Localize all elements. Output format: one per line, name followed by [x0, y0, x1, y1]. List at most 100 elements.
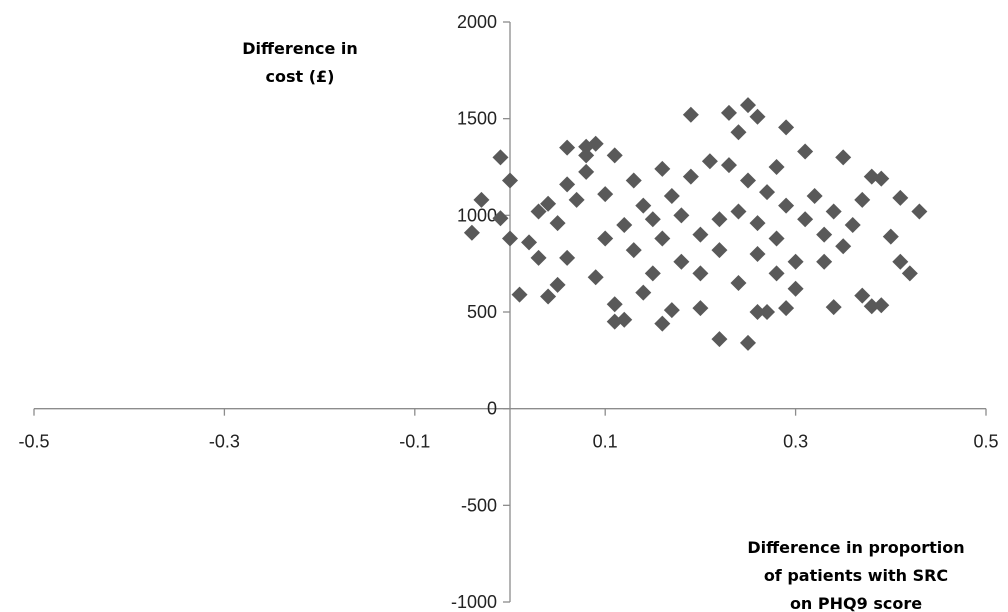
data-point: [559, 176, 576, 193]
data-point: [740, 97, 756, 114]
data-point: [816, 226, 833, 243]
data-point: [892, 189, 909, 206]
data-point: [587, 135, 604, 152]
data-point: [778, 119, 795, 136]
data-point: [511, 286, 528, 303]
data-point: [711, 242, 728, 259]
data-point: [521, 234, 538, 251]
data-point: [797, 143, 814, 160]
data-point: [749, 215, 766, 232]
data-point: [673, 253, 690, 270]
data-point: [625, 242, 642, 259]
data-point: [720, 157, 737, 174]
data-point: [559, 139, 576, 156]
data-point: [873, 297, 890, 314]
data-points: [463, 97, 928, 351]
x-tick-label: -0.1: [399, 432, 430, 452]
data-point: [711, 331, 728, 348]
x-axis-title-line: of patients with SRC: [764, 566, 948, 585]
data-point: [825, 299, 842, 316]
data-point: [778, 300, 795, 317]
data-point: [654, 160, 671, 177]
data-point: [654, 315, 671, 332]
data-point: [540, 288, 557, 305]
data-point: [701, 153, 718, 170]
y-tick-label: 500: [467, 302, 497, 322]
y-tick-label: -500: [461, 495, 497, 515]
data-point: [787, 253, 804, 270]
data-point: [797, 211, 814, 228]
data-point: [502, 230, 518, 247]
data-point: [625, 172, 642, 189]
data-point: [549, 276, 566, 293]
data-point: [778, 197, 795, 214]
y-tick-label: -1000: [451, 592, 497, 612]
data-point: [882, 228, 899, 245]
data-point: [644, 265, 661, 282]
data-point: [740, 172, 756, 189]
data-point: [530, 249, 547, 266]
data-point: [768, 230, 785, 247]
x-tick-label: -0.3: [209, 432, 240, 452]
y-tick-label: 1000: [457, 205, 497, 225]
data-point: [854, 191, 871, 208]
data-point: [835, 149, 852, 166]
data-point: [530, 203, 547, 220]
y-axis-title-line: cost (£): [266, 67, 335, 86]
data-point: [606, 147, 623, 164]
data-point: [749, 246, 766, 262]
data-point: [663, 188, 680, 204]
data-point: [616, 311, 633, 328]
data-point: [749, 108, 766, 125]
x-tick-label: 0.5: [973, 432, 998, 452]
data-point: [692, 226, 709, 243]
data-point: [682, 106, 699, 123]
data-point: [597, 230, 614, 247]
x-tick-label: 0.1: [593, 432, 618, 452]
data-point: [720, 104, 737, 121]
data-point: [787, 280, 804, 297]
data-point: [844, 217, 861, 233]
data-point: [473, 191, 490, 208]
data-point: [711, 211, 728, 228]
data-point: [559, 249, 576, 266]
data-point: [616, 217, 633, 233]
data-point: [578, 147, 595, 164]
data-point: [587, 269, 604, 286]
data-point: [806, 188, 823, 204]
data-point: [692, 265, 709, 282]
data-point: [663, 302, 680, 319]
x-tick-label: -0.5: [18, 432, 49, 452]
data-point: [730, 124, 747, 141]
data-point: [502, 172, 518, 189]
y-tick-label: 1500: [457, 109, 497, 129]
data-point: [730, 275, 747, 291]
y-tick-label: 2000: [457, 12, 497, 32]
x-axis-title-line: on PHQ9 score: [790, 594, 922, 612]
data-point: [463, 224, 480, 241]
y-axis-title-line: Difference in: [242, 39, 358, 58]
x-axis-title-line: Difference in proportion: [747, 538, 964, 557]
data-point: [863, 298, 880, 315]
data-point: [873, 170, 890, 187]
data-point: [730, 203, 747, 220]
data-point: [578, 163, 595, 180]
data-point: [654, 230, 671, 247]
data-point: [835, 238, 852, 255]
data-point: [568, 191, 585, 208]
data-point: [673, 207, 690, 224]
axes: [33, 21, 987, 603]
data-point: [692, 300, 709, 317]
data-point: [759, 184, 776, 201]
data-point: [768, 159, 785, 175]
tick-labels: -0.5 -0.3 -0.1 0.1 0.3 0.5 2000 1500 1000 500 0 -50…: [18, 12, 998, 612]
x-tick-label: 0.3: [783, 432, 808, 452]
data-point: [892, 253, 909, 270]
data-point: [540, 195, 557, 212]
data-point: [644, 211, 661, 228]
data-point: [768, 265, 785, 282]
data-point: [549, 215, 566, 232]
data-point: [816, 253, 833, 270]
data-point: [682, 168, 699, 185]
